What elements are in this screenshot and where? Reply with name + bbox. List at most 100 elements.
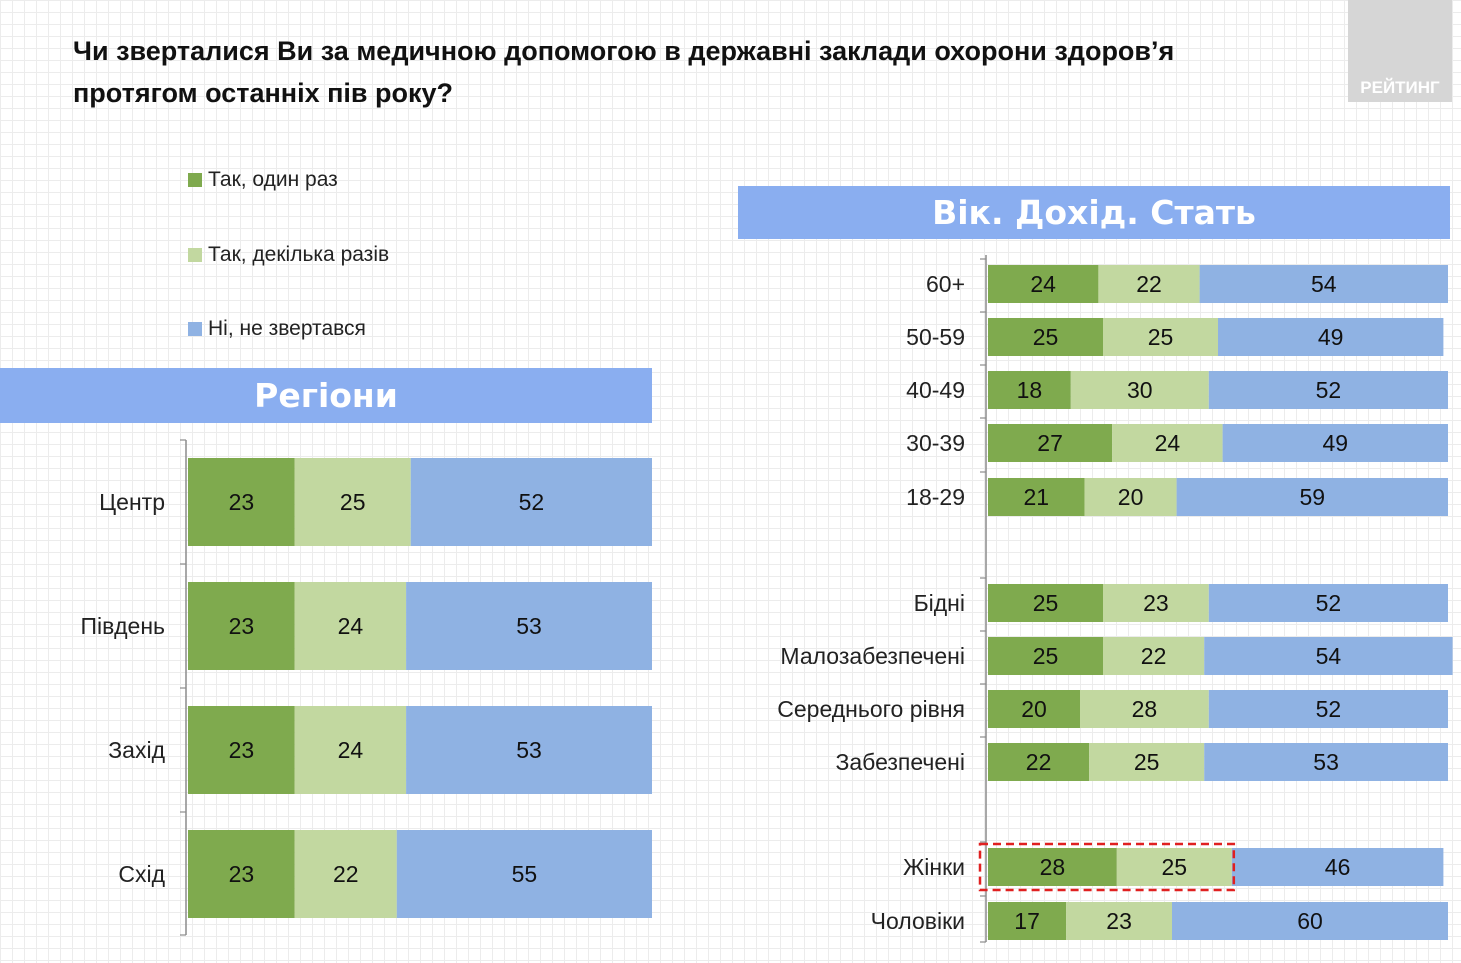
data-label-once-demo-5: 25 (1033, 590, 1059, 616)
bar-once-demo-7 (988, 690, 1080, 728)
data-label-no-demo-7: 52 (1316, 696, 1342, 722)
bar-once-region-3 (188, 830, 295, 918)
bar-once-region-0 (188, 458, 295, 546)
bar-several-demo-8 (1089, 743, 1205, 781)
bar-several-demo-9 (1116, 848, 1232, 886)
category-label-demo-10: Чоловіки (871, 908, 965, 934)
data-label-once-demo-3: 27 (1037, 430, 1063, 456)
regions-banner: Регіони (0, 368, 652, 423)
data-label-several-region-2: 24 (338, 737, 364, 763)
bar-several-region-2 (294, 706, 407, 794)
category-label-demo-7: Середнього рівня (777, 696, 965, 722)
data-label-several-demo-9: 25 (1162, 854, 1188, 880)
bar-several-demo-6 (1103, 637, 1205, 675)
data-label-once-demo-8: 22 (1026, 749, 1052, 775)
data-label-no-demo-5: 52 (1316, 590, 1342, 616)
category-label-demo-1: 50-59 (906, 324, 965, 350)
data-label-several-demo-6: 22 (1141, 643, 1167, 669)
legend-label-no: Ні, не звертався (208, 317, 366, 340)
bar-no-demo-8 (1204, 743, 1448, 781)
bar-several-demo-5 (1103, 584, 1209, 622)
category-label-demo-8: Забезпечені (836, 749, 966, 775)
chart-title: Чи зверталися Ви за медичною допомогою в… (73, 36, 1175, 108)
category-label-region-1: Південь (81, 613, 166, 639)
bar-once-demo-9 (988, 848, 1117, 886)
bar-no-demo-5 (1208, 584, 1448, 622)
category-label-demo-2: 40-49 (906, 377, 965, 403)
data-label-once-demo-10: 17 (1014, 908, 1040, 934)
bar-once-demo-4 (988, 478, 1085, 516)
data-label-several-demo-5: 23 (1143, 590, 1169, 616)
bar-once-demo-8 (988, 743, 1090, 781)
data-label-once-demo-4: 21 (1024, 484, 1050, 510)
data-label-no-demo-9: 46 (1325, 854, 1351, 880)
bar-no-region-1 (406, 582, 652, 670)
legend-label-once: Так, один раз (208, 168, 338, 191)
bar-no-demo-10 (1172, 902, 1448, 940)
bar-no-demo-6 (1204, 637, 1453, 675)
data-label-several-region-3: 22 (333, 861, 359, 887)
data-label-several-demo-4: 20 (1118, 484, 1144, 510)
legend-item-several: Так, декілька разів (188, 243, 389, 267)
highlight-box-demo-9 (978, 842, 1236, 892)
bar-once-demo-10 (988, 902, 1067, 940)
data-label-once-demo-0: 24 (1030, 271, 1056, 297)
category-label-demo-0: 60+ (926, 271, 965, 297)
data-label-no-demo-0: 54 (1311, 271, 1337, 297)
data-label-once-demo-2: 18 (1017, 377, 1043, 403)
category-label-demo-9: Жінки (903, 854, 965, 880)
bar-several-demo-1 (1103, 318, 1218, 356)
data-label-several-demo-0: 22 (1136, 271, 1162, 297)
bar-no-region-2 (406, 706, 652, 794)
data-label-several-demo-2: 30 (1127, 377, 1153, 403)
data-label-several-demo-1: 25 (1148, 324, 1174, 350)
data-label-no-demo-4: 59 (1300, 484, 1326, 510)
logo: РЕЙТИНГ (1348, 0, 1452, 102)
data-label-once-demo-1: 25 (1033, 324, 1059, 350)
category-label-demo-6: Малозабезпечені (780, 643, 965, 669)
bar-once-demo-2 (988, 371, 1071, 409)
legend-swatch-once (188, 173, 202, 187)
demographics-banner: Вік. Дохід. Стать (738, 186, 1450, 239)
data-label-once-demo-9: 28 (1040, 854, 1066, 880)
data-label-no-demo-3: 49 (1323, 430, 1349, 456)
bar-no-demo-2 (1208, 371, 1448, 409)
bar-no-demo-0 (1199, 265, 1448, 303)
category-label-demo-5: Бідні (914, 590, 965, 616)
bar-no-region-0 (410, 458, 652, 546)
legend-swatch-no (188, 322, 202, 336)
data-label-once-region-3: 23 (229, 861, 255, 887)
category-label-demo-4: 18-29 (906, 484, 965, 510)
legend-item-no: Ні, не звертався (188, 317, 366, 341)
bar-once-region-2 (188, 706, 295, 794)
category-label-region-3: Схід (118, 861, 165, 887)
logo-text: РЕЙТИНГ (1360, 78, 1440, 97)
bar-several-demo-2 (1070, 371, 1209, 409)
bar-several-demo-4 (1084, 478, 1177, 516)
bar-once-demo-3 (988, 424, 1113, 462)
bar-several-region-1 (294, 582, 407, 670)
data-label-several-demo-3: 24 (1155, 430, 1181, 456)
category-label-region-0: Центр (99, 489, 165, 515)
data-label-once-region-0: 23 (229, 489, 255, 515)
data-label-several-region-1: 24 (338, 613, 364, 639)
legend-item-once: Так, один раз (188, 168, 338, 192)
data-label-no-demo-6: 54 (1316, 643, 1342, 669)
bar-no-demo-4 (1176, 478, 1448, 516)
data-label-several-demo-7: 28 (1132, 696, 1158, 722)
bar-several-demo-10 (1066, 902, 1172, 940)
data-label-no-region-2: 53 (516, 737, 542, 763)
data-label-no-demo-1: 49 (1318, 324, 1344, 350)
bar-several-demo-0 (1098, 265, 1200, 303)
bar-no-demo-3 (1222, 424, 1448, 462)
data-label-no-region-1: 53 (516, 613, 542, 639)
data-label-no-demo-8: 53 (1313, 749, 1339, 775)
bar-several-demo-3 (1112, 424, 1223, 462)
bar-no-demo-7 (1208, 690, 1448, 728)
legend-label-several: Так, декілька разів (208, 243, 390, 266)
data-label-no-demo-10: 60 (1297, 908, 1323, 934)
data-label-several-demo-10: 23 (1106, 908, 1132, 934)
data-label-no-region-3: 55 (512, 861, 538, 887)
legend-swatch-several (188, 248, 202, 262)
